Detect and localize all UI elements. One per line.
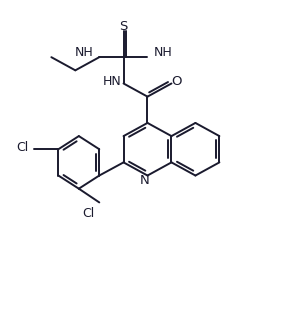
Text: NH: NH [74,46,93,59]
Text: S: S [119,20,128,33]
Text: NH: NH [154,46,172,59]
Text: Cl: Cl [16,141,29,154]
Text: N: N [140,174,150,187]
Text: HN: HN [102,75,121,88]
Text: O: O [171,75,182,88]
Text: Cl: Cl [82,207,95,220]
